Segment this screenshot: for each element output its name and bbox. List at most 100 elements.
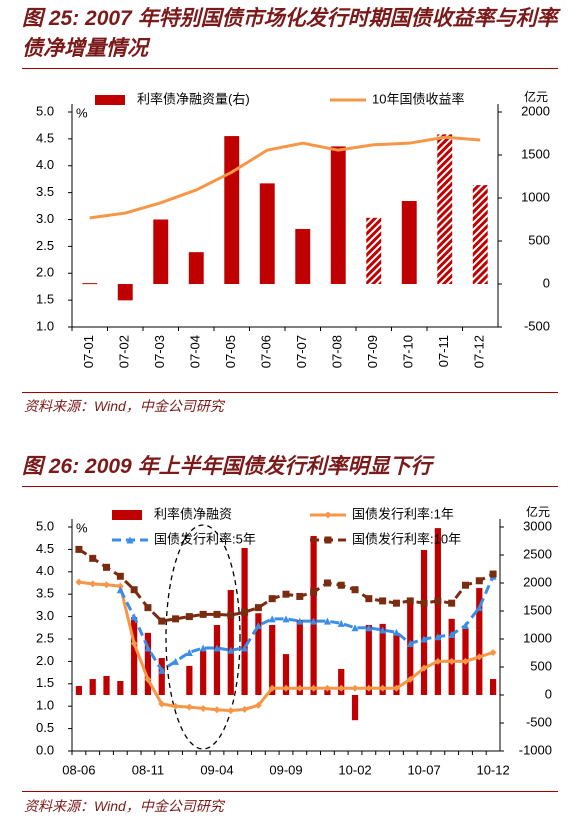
bar bbox=[338, 668, 345, 695]
bar bbox=[420, 549, 428, 695]
source-note: 资料来源：Wind，中金公司研究 bbox=[24, 398, 224, 414]
marker bbox=[268, 595, 276, 603]
chart-title: 图 25: 2007 年特别国债市场化发行时期国债收益率与利率债净增量情况 bbox=[22, 7, 558, 60]
marker bbox=[185, 613, 193, 621]
y-tick-label: 3.0 bbox=[36, 211, 54, 226]
chart: 0.0 0.5 1.0 1.5 2.0 2.5 3.0 3.5 4.0 4.5 5.0 -1000 -5… bbox=[36, 504, 552, 777]
x-tick-label: 07-10 bbox=[401, 335, 416, 368]
legend-swatch bbox=[112, 510, 142, 520]
bar bbox=[241, 548, 248, 695]
marker bbox=[489, 648, 497, 656]
bar bbox=[310, 535, 317, 695]
marker bbox=[296, 684, 304, 692]
marker bbox=[158, 617, 166, 625]
bar bbox=[224, 136, 240, 284]
marker bbox=[420, 599, 428, 607]
marker bbox=[379, 684, 387, 692]
legend-label: 利率债净融资 bbox=[154, 506, 232, 521]
marker bbox=[75, 545, 83, 553]
marker bbox=[365, 595, 373, 603]
x-tick-label: 10-02 bbox=[338, 762, 371, 777]
y-tick-label: 2.5 bbox=[36, 630, 54, 645]
legend-marker bbox=[126, 536, 134, 544]
marker bbox=[420, 664, 428, 672]
marker bbox=[116, 586, 124, 594]
marker bbox=[213, 610, 221, 618]
legend-label: 利率债净融资量(右) bbox=[137, 91, 250, 106]
y2-tick-label: 1500 bbox=[523, 602, 552, 617]
marker bbox=[406, 597, 414, 605]
y-tick-label: 4.5 bbox=[36, 541, 54, 556]
bar bbox=[89, 679, 96, 695]
marker bbox=[282, 590, 290, 598]
marker bbox=[130, 586, 138, 594]
x-tick-label: 07-04 bbox=[188, 335, 203, 368]
line bbox=[89, 135, 481, 220]
marker bbox=[213, 644, 221, 652]
marker bbox=[227, 707, 235, 715]
y2-tick-label: 2000 bbox=[521, 103, 550, 118]
marker bbox=[475, 577, 483, 585]
marker bbox=[296, 592, 304, 600]
bar bbox=[213, 625, 221, 695]
marker bbox=[420, 635, 428, 643]
y2-tick-label: 2000 bbox=[523, 574, 552, 589]
x-tick-label: 08-06 bbox=[62, 762, 95, 777]
bar bbox=[296, 619, 303, 695]
marker bbox=[323, 579, 331, 587]
marker bbox=[254, 604, 262, 612]
y2-tick-label: 1000 bbox=[521, 189, 550, 204]
marker bbox=[489, 570, 497, 578]
bar bbox=[379, 623, 386, 695]
x-tick-label: 07-12 bbox=[472, 335, 487, 368]
x-tick-label: 07-02 bbox=[117, 335, 132, 368]
marker bbox=[227, 611, 235, 619]
marker bbox=[310, 617, 318, 625]
marker bbox=[241, 644, 249, 652]
x-tick-label: 07-06 bbox=[259, 335, 274, 368]
y-tick-label: 3.5 bbox=[36, 184, 54, 199]
marker bbox=[434, 633, 442, 641]
marker bbox=[337, 684, 345, 692]
bar bbox=[186, 665, 193, 695]
bar bbox=[489, 679, 497, 695]
marker bbox=[392, 684, 400, 692]
bar bbox=[103, 675, 110, 695]
legend-label: 10年国债收益率 bbox=[372, 91, 464, 106]
y2-tick-label: 500 bbox=[530, 658, 552, 673]
marker bbox=[337, 581, 345, 589]
marker bbox=[158, 700, 166, 708]
x-tick-label: 07-03 bbox=[152, 335, 167, 368]
marker bbox=[185, 703, 193, 711]
line bbox=[78, 548, 494, 623]
marker bbox=[337, 619, 345, 627]
marker bbox=[130, 613, 138, 621]
bar bbox=[200, 650, 207, 695]
x-tick-label: 10-07 bbox=[407, 762, 440, 777]
y-tick-label: 3.5 bbox=[36, 586, 54, 601]
bar bbox=[188, 252, 204, 284]
marker bbox=[406, 639, 414, 647]
source-rule bbox=[22, 791, 558, 792]
bar bbox=[131, 617, 138, 695]
y2-tick-label: 0 bbox=[545, 686, 552, 701]
bar bbox=[365, 625, 372, 695]
y-tick-label: 0.5 bbox=[36, 720, 54, 735]
x-tick-label: 10-12 bbox=[476, 762, 509, 777]
marker bbox=[475, 653, 483, 661]
bar bbox=[259, 183, 275, 284]
marker bbox=[254, 701, 262, 709]
y2-tick-label: -500 bbox=[524, 318, 550, 333]
marker bbox=[448, 599, 456, 607]
y2-tick-label: 2500 bbox=[523, 546, 552, 561]
marker bbox=[199, 610, 207, 618]
marker bbox=[448, 631, 456, 639]
legend-label: 国债发行利率:5年 bbox=[154, 531, 256, 546]
x-tick-label: 07-08 bbox=[330, 335, 345, 368]
marker bbox=[227, 646, 235, 654]
marker bbox=[199, 644, 207, 652]
y2-tick-label: -1000 bbox=[519, 742, 552, 757]
marker bbox=[172, 657, 180, 665]
bar bbox=[330, 146, 346, 284]
y-tick-label: 4.0 bbox=[36, 563, 54, 578]
